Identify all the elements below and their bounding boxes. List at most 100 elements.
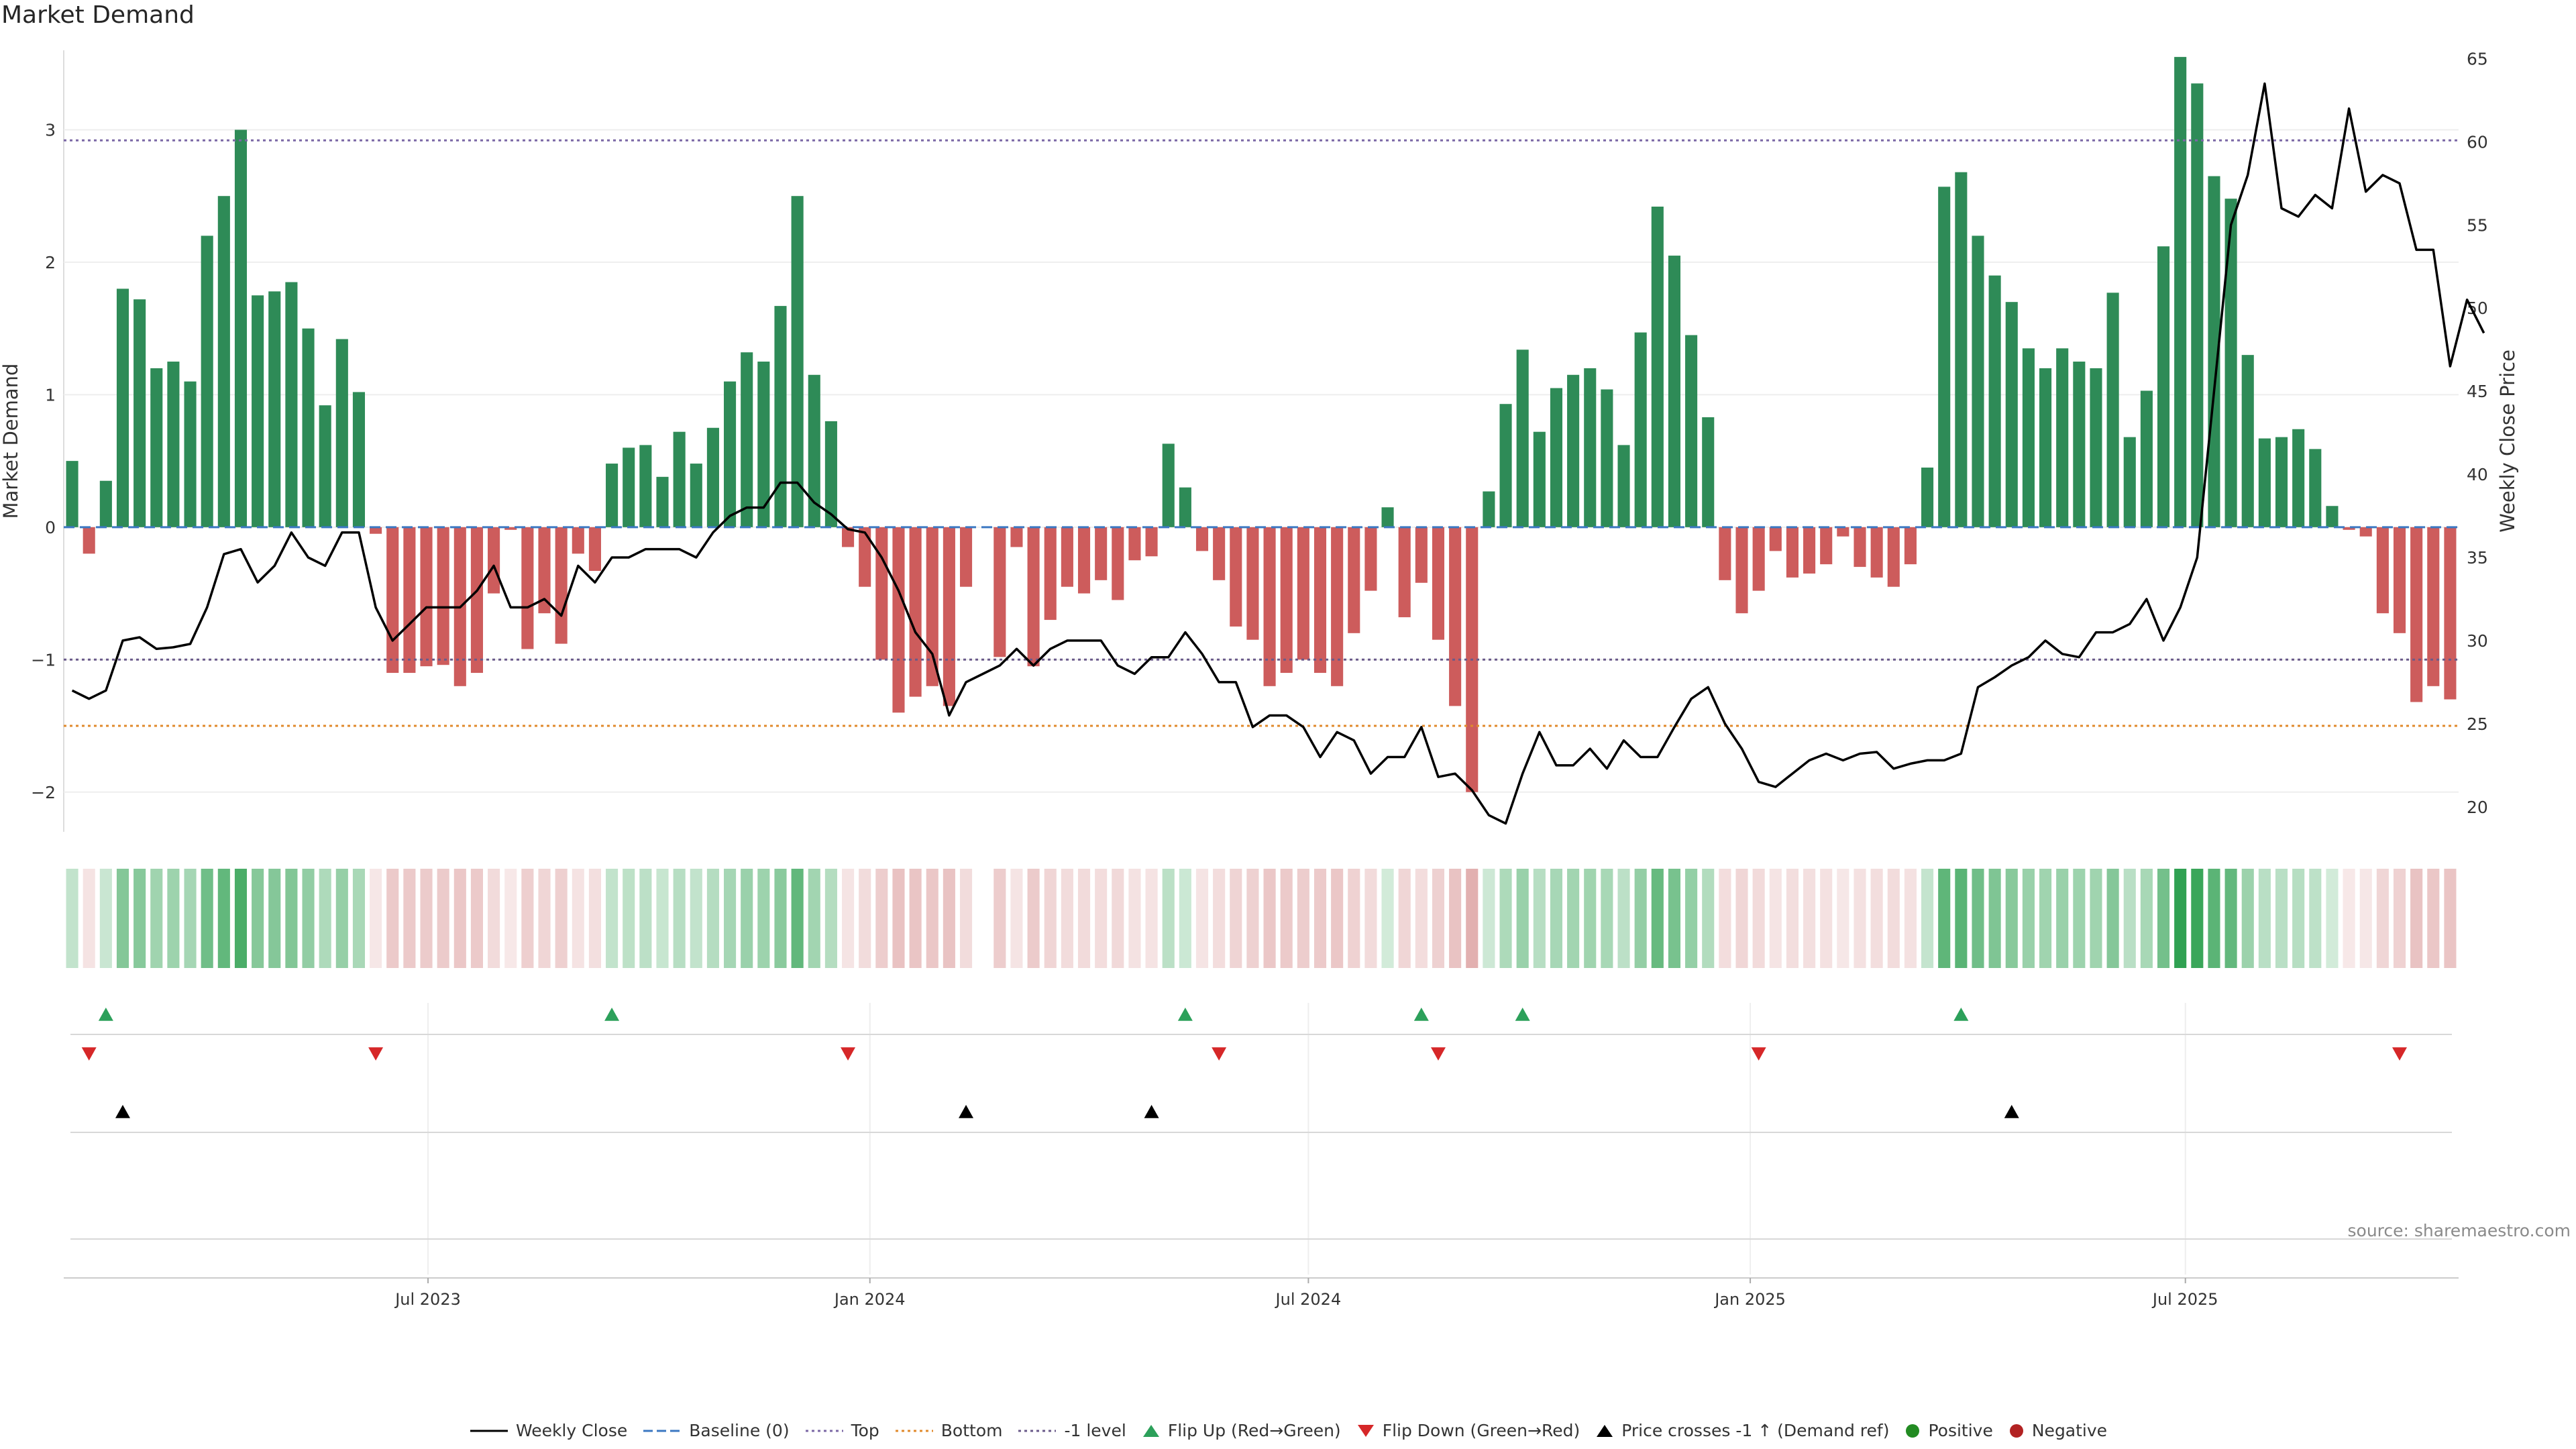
demand-bar	[1988, 275, 2001, 527]
heat-strip-cell	[521, 869, 534, 968]
demand-bar	[1415, 527, 1428, 583]
heat-strip-cell	[2427, 869, 2440, 968]
legend-flip-down-icon	[1357, 1424, 1374, 1437]
heat-strip-cell	[1061, 869, 1073, 968]
heat-strip-cell	[808, 869, 820, 968]
legend-baseline-label: Baseline (0)	[689, 1421, 790, 1440]
heat-strip-cell	[184, 869, 197, 968]
demand-bar	[623, 447, 635, 527]
y-tick-label-left: −2	[31, 783, 56, 802]
flip-down-marker	[1212, 1047, 1227, 1061]
flip-down-marker	[368, 1047, 384, 1061]
demand-bar	[1735, 527, 1748, 614]
demand-bar	[1921, 467, 1934, 527]
demand-bar	[2056, 348, 2069, 527]
heat-strip-cell	[2056, 869, 2069, 968]
demand-bar	[1752, 527, 1765, 591]
price-cross-marker	[1144, 1105, 1159, 1118]
y-tick-label-left: 2	[45, 253, 56, 272]
heat-strip-cell	[2275, 869, 2288, 968]
heat-strip-cell	[943, 869, 955, 968]
demand-bar	[1044, 527, 1057, 621]
heat-strip-cell	[1297, 869, 1309, 968]
heat-strip-cell	[774, 869, 787, 968]
heat-strip-cell	[538, 869, 551, 968]
heat-strip-cell	[1027, 869, 1040, 968]
demand-bar	[2005, 302, 2018, 527]
demand-bar	[2326, 506, 2339, 527]
demand-bar	[1938, 186, 1951, 527]
demand-bar	[1061, 527, 1073, 587]
heat-strip-cell	[2410, 869, 2423, 968]
x-tick-label: Jan 2024	[833, 1290, 906, 1309]
heat-strip-cell	[1044, 869, 1057, 968]
demand-bar	[757, 362, 770, 527]
demand-bar	[1246, 527, 1259, 640]
heat-strip-cell	[83, 869, 95, 968]
chart-legend: Weekly Close Baseline (0) Top Bottom -1 …	[0, 1421, 2576, 1440]
heat-strip-cell	[370, 869, 382, 968]
heat-strip-cell	[1972, 869, 1984, 968]
flip-up-marker	[1515, 1008, 1530, 1021]
demand-bar	[1364, 527, 1377, 591]
heat-strip-cell	[2393, 869, 2406, 968]
demand-bar	[1702, 417, 1715, 527]
demand-bar	[1719, 527, 1731, 580]
heat-strip-cell	[2090, 869, 2102, 968]
heat-strip-cell	[1364, 869, 1377, 968]
demand-bar	[1668, 256, 1681, 527]
heat-strip-cell	[1381, 869, 1394, 968]
demand-bar	[808, 374, 820, 527]
flip-down-marker	[1751, 1047, 1766, 1061]
heat-strip-cell	[1280, 869, 1293, 968]
demand-bar	[319, 405, 331, 527]
heat-strip-cell	[1786, 869, 1799, 968]
heat-strip-cell	[1179, 869, 1191, 968]
demand-bar	[2258, 438, 2271, 527]
demand-bar	[1533, 431, 1546, 527]
heat-strip-cell	[234, 869, 248, 968]
heat-strip-cell	[656, 869, 669, 968]
legend-bottom: Bottom	[894, 1421, 1002, 1440]
demand-bar	[1313, 527, 1327, 674]
heat-strip-cell	[2292, 869, 2305, 968]
legend-flip-up-label: Flip Up (Red→Green)	[1167, 1421, 1341, 1440]
heat-strip-cell	[1128, 869, 1141, 968]
heat-strip-cell	[2174, 869, 2187, 968]
demand-bar	[2292, 429, 2305, 527]
heat-strip-cell	[1432, 869, 1445, 968]
legend-positive: Positive	[1904, 1421, 1993, 1440]
demand-bar	[824, 421, 837, 527]
heat-strip-cell	[1904, 869, 1917, 968]
legend-negative: Negative	[2008, 1421, 2107, 1440]
heat-strip-cell	[2191, 869, 2204, 968]
demand-bar	[268, 291, 281, 527]
demand-bar	[2309, 449, 2322, 527]
heat-strip-cell	[2039, 869, 2052, 968]
heat-strip-cell	[1988, 869, 2001, 968]
flip-up-marker	[1177, 1008, 1193, 1021]
demand-bar	[2123, 437, 2136, 527]
demand-bar	[994, 527, 1006, 657]
demand-bar	[2359, 527, 2372, 537]
demand-bar	[335, 339, 348, 527]
y-tick-label-right: 45	[2467, 382, 2488, 401]
y-tick-label-right: 65	[2467, 49, 2488, 68]
heat-strip-cell	[757, 869, 770, 968]
demand-bar	[217, 196, 230, 527]
demand-bar	[1499, 404, 1512, 527]
demand-bar	[1567, 374, 1580, 527]
heat-strip-cell	[116, 869, 129, 968]
demand-bar	[656, 476, 669, 527]
heat-strip-cell	[1955, 869, 1968, 968]
heat-strip-cell	[2359, 869, 2372, 968]
demand-bar	[1280, 527, 1293, 674]
demand-bar	[1179, 487, 1191, 527]
demand-bar	[538, 527, 551, 614]
heat-strip-cell	[1769, 869, 1782, 968]
demand-bar	[167, 362, 180, 527]
heat-strip-cell	[1499, 869, 1512, 968]
demand-bar	[437, 527, 449, 665]
demand-bar	[66, 461, 78, 527]
